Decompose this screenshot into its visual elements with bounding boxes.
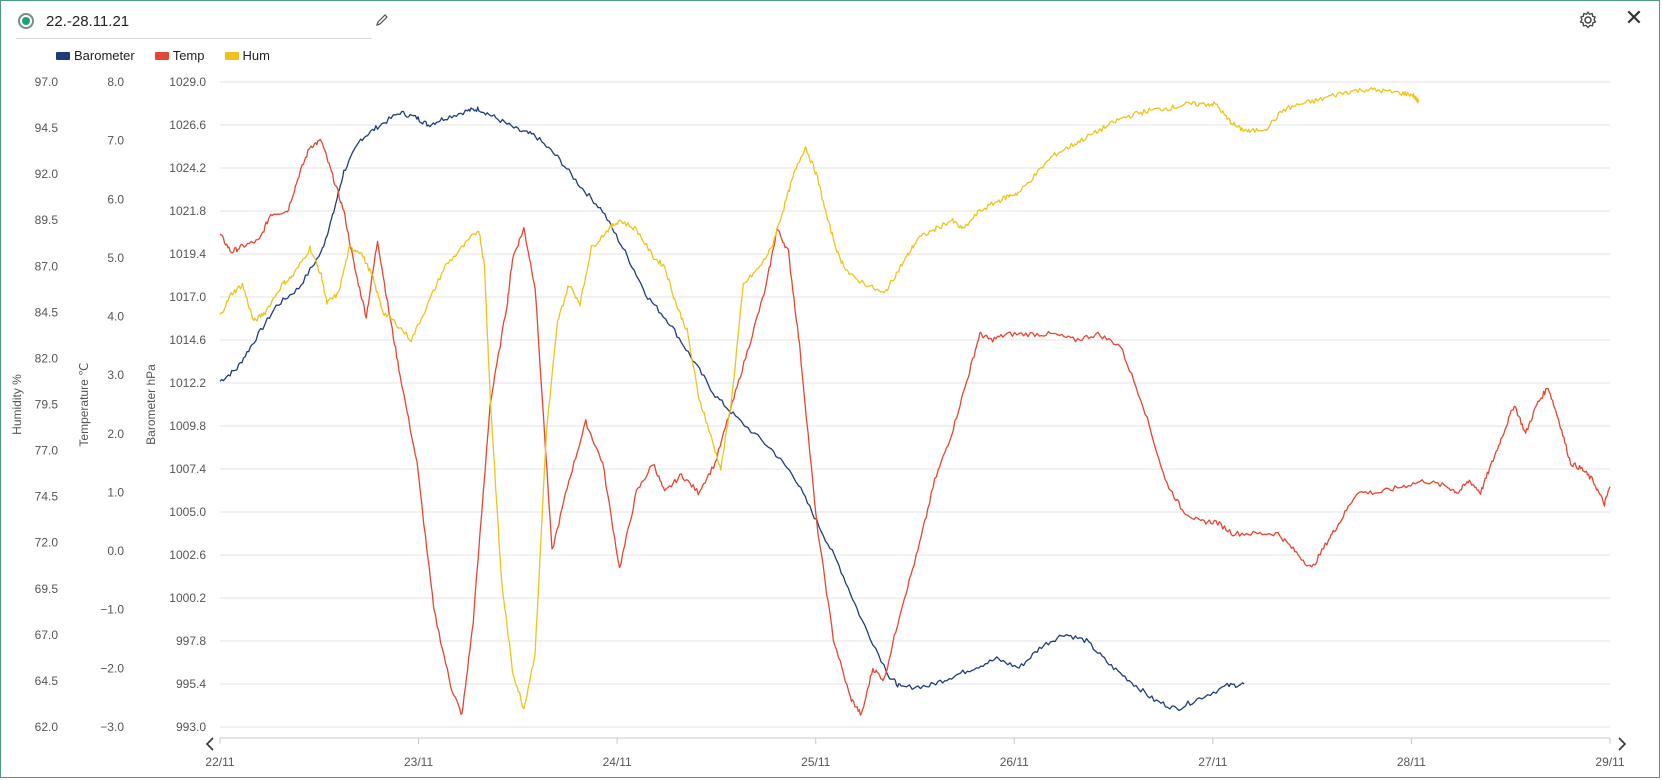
legend-label-hum: Hum [242, 48, 270, 63]
chart-title: 22.-28.11.21 [46, 13, 130, 30]
legend-swatch-temp [154, 51, 169, 60]
legend-label-barometer: Barometer [74, 48, 135, 63]
close-icon[interactable]: ✕ [1624, 5, 1644, 30]
legend-item-hum[interactable]: Hum [224, 48, 270, 63]
gear-icon[interactable] [1578, 10, 1598, 30]
status-indicator-icon[interactable] [18, 13, 34, 29]
legend-label-temp: Temp [172, 48, 205, 63]
pencil-icon[interactable] [374, 12, 390, 28]
legend-swatch-hum [224, 51, 239, 60]
title-field[interactable]: 22.-28.11.21 [16, 10, 372, 39]
legend-swatch-barometer [56, 51, 70, 60]
legend-item-temp[interactable]: Temp [154, 48, 205, 63]
legend-item-barometer[interactable]: Barometer [56, 48, 135, 63]
chart-legend: Barometer Temp Hum [56, 48, 270, 63]
